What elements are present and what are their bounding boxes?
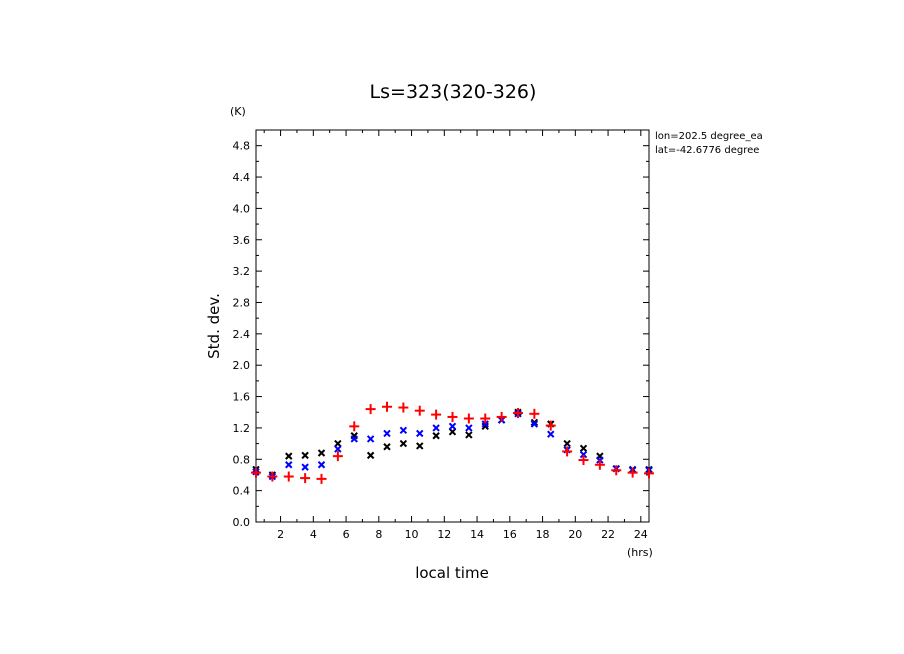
data-point-series-2 xyxy=(530,420,539,428)
axis-ticks: 0.0 0.4 0.8 1.2 1.6 2.0 2.4 2.8 3.2 3.6 4.0 4.4 4.8 2… xyxy=(233,130,649,541)
data-point-series-3 xyxy=(513,408,523,419)
x-tick-label: 22 xyxy=(601,528,615,541)
x-unit-label: (hrs) xyxy=(627,546,653,559)
data-point-series-3 xyxy=(349,421,360,432)
lon-annotation: lon=202.5 degree_ea xyxy=(655,131,763,142)
data-point-series-3 xyxy=(332,451,343,462)
data-point-series-3 xyxy=(627,467,638,478)
data-point-series-2 xyxy=(481,420,489,428)
x-tick-label: 18 xyxy=(536,528,550,541)
data-point-series-3 xyxy=(414,405,425,416)
data-point-series-2 xyxy=(399,426,408,434)
y-tick-label: 0.8 xyxy=(233,453,251,466)
data-point-series-1 xyxy=(432,432,440,440)
data-point-series-1 xyxy=(481,422,489,431)
y-tick-label: 4.4 xyxy=(233,171,251,184)
y-tick-label: 1.6 xyxy=(233,391,251,404)
data-point-series-3 xyxy=(398,402,409,413)
x-tick-label: 20 xyxy=(568,528,582,541)
data-point-series-3 xyxy=(480,413,491,424)
data-point-series-3 xyxy=(316,473,327,484)
data-point-series-1 xyxy=(383,443,391,451)
data-point-series-2 xyxy=(416,429,424,438)
y-tick-label: 4.8 xyxy=(233,140,251,153)
data-point-series-1 xyxy=(530,418,539,427)
data-point-series-2 xyxy=(448,422,457,431)
data-point-series-2 xyxy=(383,429,391,438)
data-point-series-1 xyxy=(317,449,326,457)
data-point-series-3 xyxy=(300,473,311,484)
y-tick-label: 3.2 xyxy=(233,265,251,278)
data-point-series-3 xyxy=(447,411,458,422)
data-point-series-3 xyxy=(267,471,278,482)
data-point-series-2 xyxy=(366,435,375,443)
data-point-series-3 xyxy=(578,455,589,466)
data-point-series-3 xyxy=(365,404,376,415)
data-point-series-2 xyxy=(301,463,309,471)
data-point-series-3 xyxy=(644,468,654,479)
data-points xyxy=(251,401,654,484)
x-tick-label: 16 xyxy=(503,528,517,541)
data-point-series-1 xyxy=(334,439,342,448)
y-tick-label: 0.0 xyxy=(233,516,251,529)
x-tick-label: 8 xyxy=(375,528,382,541)
data-point-series-1 xyxy=(366,451,375,460)
data-point-series-3 xyxy=(463,413,474,424)
y-axis-title: Std. dev. xyxy=(205,293,223,359)
data-point-series-3 xyxy=(431,409,442,420)
x-tick-label: 12 xyxy=(437,528,451,541)
data-point-series-3 xyxy=(594,459,605,470)
data-point-series-3 xyxy=(251,467,261,478)
data-point-series-1 xyxy=(285,452,293,460)
plot-frame xyxy=(255,129,650,523)
data-point-series-3 xyxy=(611,465,622,476)
y-tick-label: 2.8 xyxy=(233,296,251,309)
data-point-series-2 xyxy=(579,450,588,459)
x-tick-label: 24 xyxy=(634,528,648,541)
data-point-series-3 xyxy=(283,471,294,482)
x-tick-label: 4 xyxy=(310,528,317,541)
data-point-series-1 xyxy=(448,428,457,436)
chart-title: Ls=323(320-326) xyxy=(370,81,537,103)
data-point-series-1 xyxy=(563,439,571,448)
y-tick-label: 2.4 xyxy=(233,328,251,341)
data-point-series-2 xyxy=(334,445,342,453)
y-tick-label: 3.6 xyxy=(233,234,251,247)
lat-annotation: lat=-42.6776 degree xyxy=(655,145,759,156)
data-point-series-2 xyxy=(547,430,555,438)
y-tick-label: 1.2 xyxy=(233,422,251,435)
x-axis-title: local time xyxy=(415,564,489,582)
data-point-series-1 xyxy=(416,442,424,450)
data-point-series-3 xyxy=(382,401,392,412)
y-tick-label: 4.0 xyxy=(233,202,251,215)
x-tick-label: 2 xyxy=(277,528,284,541)
data-point-series-1 xyxy=(579,444,588,453)
data-point-series-1 xyxy=(465,431,473,439)
y-tick-label: 0.4 xyxy=(233,485,251,498)
data-point-series-3 xyxy=(562,446,573,457)
data-point-series-2 xyxy=(350,435,358,443)
data-point-series-2 xyxy=(465,424,473,432)
x-tick-label: 10 xyxy=(405,528,419,541)
data-point-series-2 xyxy=(317,461,326,469)
data-point-series-3 xyxy=(496,411,507,422)
data-point-series-2 xyxy=(285,461,293,469)
data-point-series-3 xyxy=(545,420,556,431)
y-tick-label: 2.0 xyxy=(233,359,251,372)
x-tick-label: 6 xyxy=(343,528,350,541)
data-point-series-3 xyxy=(529,408,540,419)
x-tick-label: 14 xyxy=(470,528,484,541)
data-point-series-1 xyxy=(399,439,408,448)
data-point-series-2 xyxy=(432,424,440,432)
data-point-series-1 xyxy=(301,451,309,460)
y-unit-label: (K) xyxy=(230,105,246,118)
